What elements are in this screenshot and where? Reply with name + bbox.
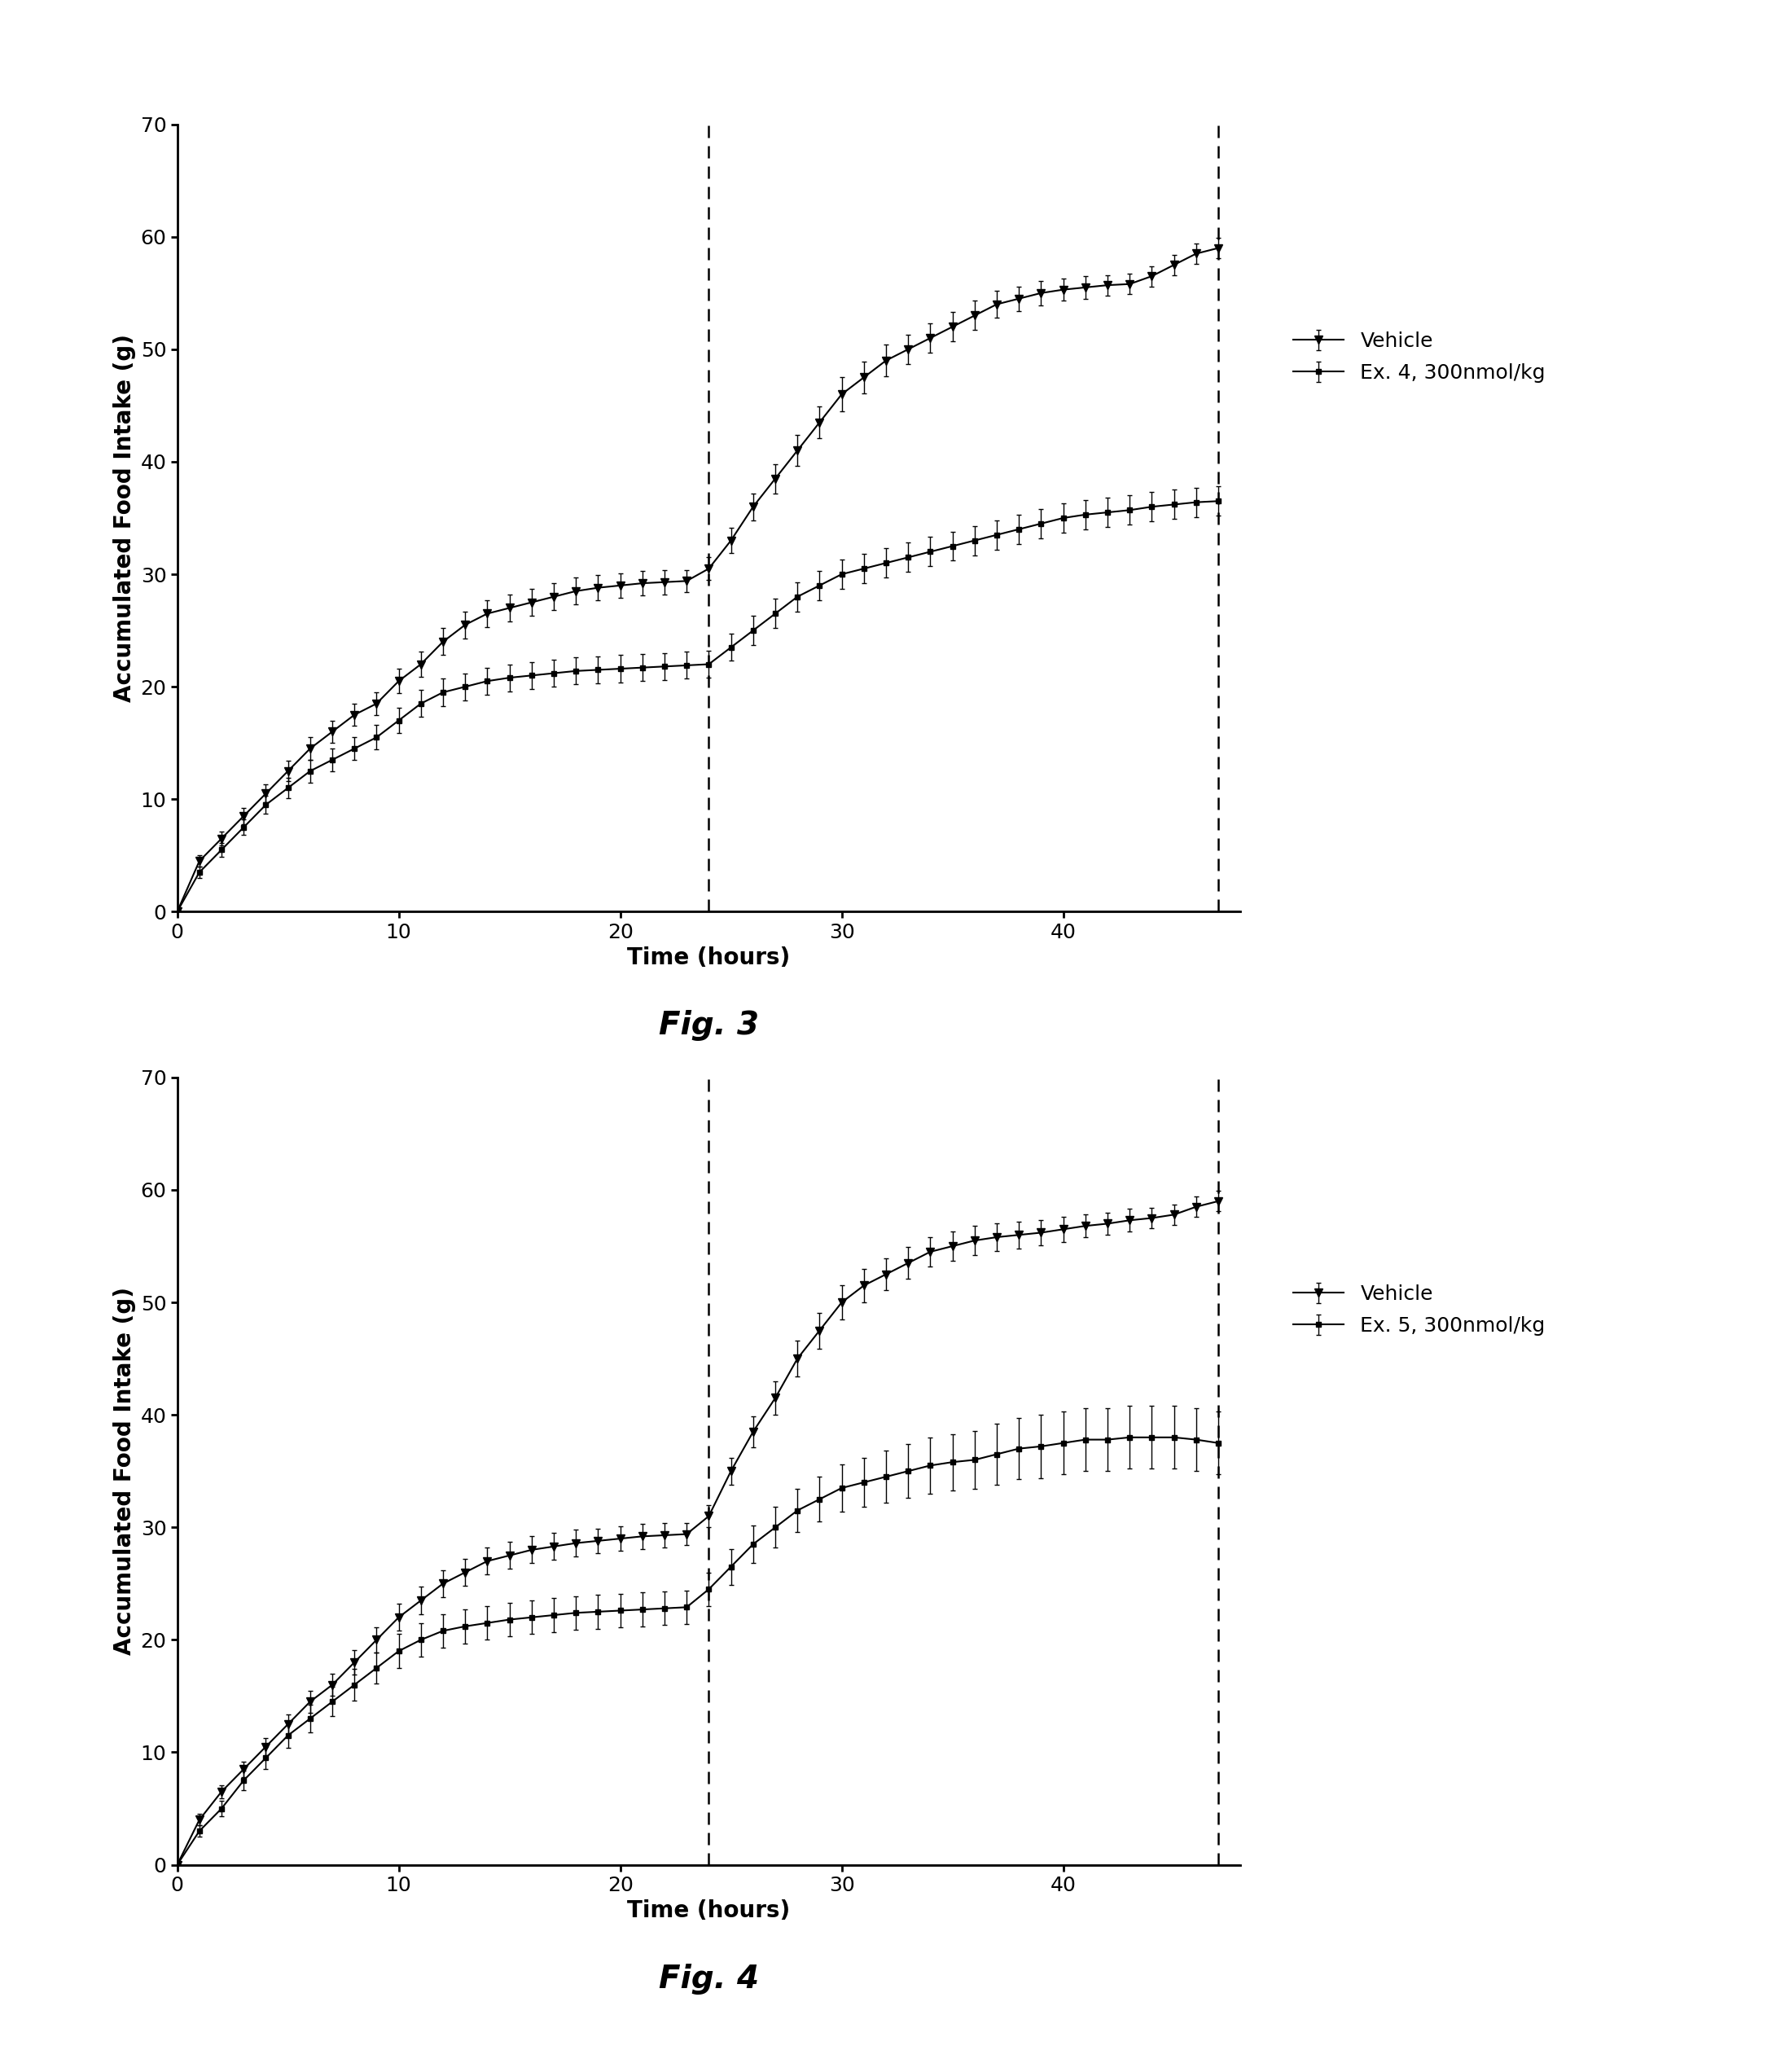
Y-axis label: Accumulated Food Intake (g): Accumulated Food Intake (g) [113,334,136,702]
X-axis label: Time (hours): Time (hours) [627,1900,790,1923]
Legend: Vehicle, Ex. 4, 300nmol/kg: Vehicle, Ex. 4, 300nmol/kg [1294,332,1545,383]
Y-axis label: Accumulated Food Intake (g): Accumulated Food Intake (g) [113,1287,136,1656]
Text: Fig. 3: Fig. 3 [659,1011,758,1040]
Legend: Vehicle, Ex. 5, 300nmol/kg: Vehicle, Ex. 5, 300nmol/kg [1294,1285,1545,1336]
Text: Fig. 4: Fig. 4 [659,1964,758,1993]
X-axis label: Time (hours): Time (hours) [627,947,790,970]
